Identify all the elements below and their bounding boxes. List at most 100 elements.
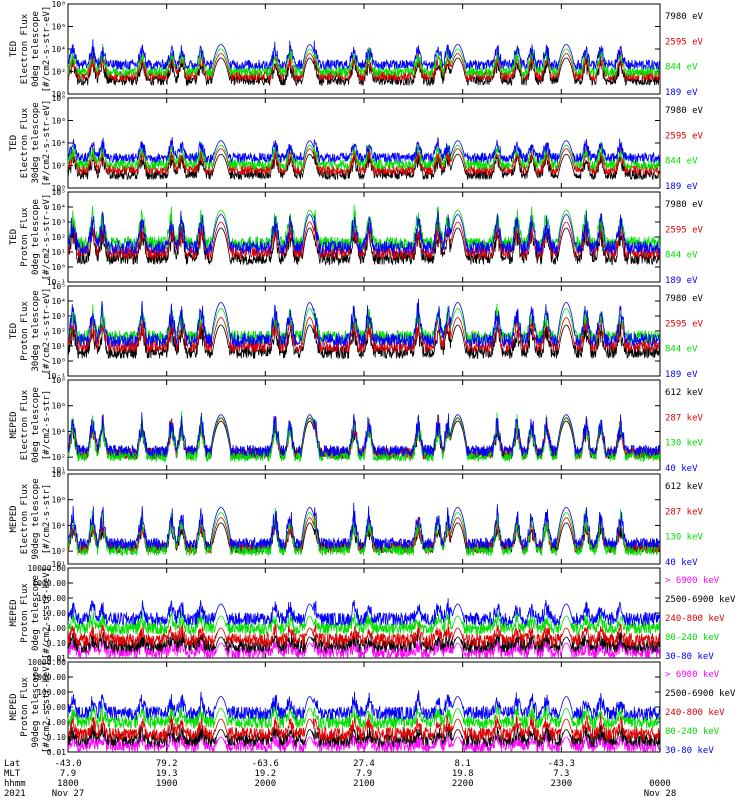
y-tick-label: 10⁻¹ (47, 278, 66, 287)
y-tick-label: 10⁻¹ (47, 372, 66, 381)
y-tick-label: 100.00 (37, 594, 66, 603)
y-tick-label: 1.00 (47, 718, 66, 727)
y-tick-label: 10.00 (42, 703, 66, 712)
x-tick-hhmm: 2200 (452, 779, 474, 789)
legend-entry: 287 keV (665, 507, 704, 517)
y-tick-label: 10¹ (52, 248, 66, 257)
x-tick-hhmm: 1800 (57, 779, 79, 789)
y-tick-label: 10000.00 (27, 564, 66, 573)
legend-entry: 80-240 keV (665, 727, 720, 737)
series-line-240-800-kev (67, 712, 660, 743)
y-axis-label-line: Electron Flux (20, 13, 30, 84)
series-line-189-ev (67, 298, 660, 348)
legend-entry: 2595 eV (665, 225, 704, 235)
legend-entry: 2595 eV (665, 37, 704, 47)
y-tick-label: 10⁰ (52, 90, 66, 99)
y-axis-label-line: TED (9, 323, 19, 339)
x-tick-hhmm: 1900 (156, 779, 178, 789)
y-axis-label-line: 90deg telescope (31, 666, 41, 747)
y-tick-label: 10⁰ (52, 357, 66, 366)
y-axis-label-line: 0deg telescope (31, 199, 41, 275)
y-tick-label: 10³ (52, 218, 66, 227)
y-tick-label: 10¹ (52, 342, 66, 351)
y-tick-label: 10² (52, 233, 66, 242)
y-tick-label: 10¹ (52, 466, 66, 475)
y-tick-label: 10⁵ (52, 188, 66, 197)
y-axis-label-line: [#/cm2-s-str-keV] (42, 661, 52, 753)
y-tick-label: 10³ (52, 312, 66, 321)
series-line-30-80-kev (67, 690, 660, 722)
y-axis-label-line: Proton Flux (20, 677, 30, 737)
y-axis-label-line: 90deg telescope (31, 478, 41, 559)
legend-entry: 7980 eV (665, 200, 704, 210)
series-line-80-240-kev (67, 702, 660, 731)
legend-entry: 7980 eV (665, 106, 704, 116)
y-axis-label-line: Proton Flux (20, 583, 30, 643)
x-tick-lat: -43.3 (548, 759, 575, 769)
legend-entry: 130 keV (665, 439, 704, 449)
y-tick-label: 10⁴ (52, 427, 66, 436)
y-tick-label: 0.10 (47, 639, 66, 648)
y-tick-label: 0.10 (47, 733, 66, 742)
legend-entry: 30-80 keV (665, 652, 714, 662)
y-axis-label-line: Proton Flux (20, 207, 30, 267)
series-line-844-ev (67, 141, 660, 171)
y-axis-label-line: Electron Flux (20, 107, 30, 178)
y-tick-label: 10⁰ (52, 263, 66, 272)
legend-entry: 80-240 keV (665, 633, 720, 643)
x-row-label-year: 2021 (4, 789, 26, 799)
x-row-label-lat: Lat (4, 759, 20, 769)
y-tick-label: 10² (52, 327, 66, 336)
series-line-844-ev (67, 43, 660, 78)
legend-entry: 30-80 keV (665, 746, 714, 756)
legend-entry: 2500-6900 keV (665, 595, 736, 605)
x-tick-mlt: 19.8 (452, 769, 474, 779)
y-tick-label: 10² (52, 162, 66, 171)
y-axis-label-line: [#/cm2-s-str-eV] (42, 288, 52, 375)
x-row-label-hhmm: hhmm (4, 779, 26, 789)
y-tick-label: 10.00 (42, 609, 66, 618)
y-axis-label-line: MEPED (9, 599, 19, 626)
y-axis-label-line: 0deg telescope (31, 575, 41, 651)
y-tick-label: 10⁴ (52, 139, 66, 148)
series-line-80-240-kev (67, 610, 660, 637)
x-tick-mlt: 19.3 (156, 769, 178, 779)
legend-entry: 189 eV (665, 88, 698, 98)
y-tick-label: 10⁰ (52, 184, 66, 193)
series-line-240-800-kev (67, 622, 660, 648)
y-axis-label-line: TED (9, 229, 19, 245)
y-axis-label-line: Proton Flux (20, 301, 30, 361)
x-tick-hhmm: 2000 (254, 779, 276, 789)
legend-entry: 7980 eV (665, 294, 704, 304)
series-line-7980-ev (67, 222, 660, 267)
x-tick-lat: 79.2 (156, 759, 178, 769)
legend-entry: 844 eV (665, 63, 698, 73)
y-tick-label: 10⁵ (52, 282, 66, 291)
y-tick-label: 10⁶ (52, 496, 66, 505)
series-line-2595-ev (67, 311, 660, 355)
legend-entry: 7980 eV (665, 12, 704, 22)
legend-entry: 844 eV (665, 345, 698, 355)
y-tick-label: 100.00 (37, 688, 66, 697)
y-tick-label: 10⁴ (52, 45, 66, 54)
y-axis-label-line: [#/cm2-s-str-eV] (42, 6, 52, 93)
y-tick-label: 10⁴ (52, 203, 66, 212)
x-tick-lat: -63.6 (252, 759, 279, 769)
series-line-189-ev (67, 210, 660, 256)
y-axis-label-line: MEPED (9, 693, 19, 720)
y-tick-label: 10⁶ (52, 117, 66, 126)
legend-entry: 2595 eV (665, 131, 704, 141)
series-line-2500-6900-kev (67, 631, 660, 654)
y-axis-label-line: MEPED (9, 411, 19, 438)
x-tick-hhmm: 0000 (649, 779, 671, 789)
x-tick-mlt: 7.3 (553, 769, 569, 779)
y-axis-label-line: 0deg telescope (31, 11, 41, 87)
y-axis-label-line: [#/cm2-s-str-keV] (42, 567, 52, 659)
y-tick-label: 10000.00 (27, 658, 66, 667)
y-axis-label-line: TED (9, 41, 19, 57)
y-tick-label: 1.00 (47, 624, 66, 633)
panel-frame-0 (67, 3, 661, 95)
x-tick-mlt: 7.9 (356, 769, 372, 779)
y-tick-label: 0.01 (47, 748, 66, 757)
